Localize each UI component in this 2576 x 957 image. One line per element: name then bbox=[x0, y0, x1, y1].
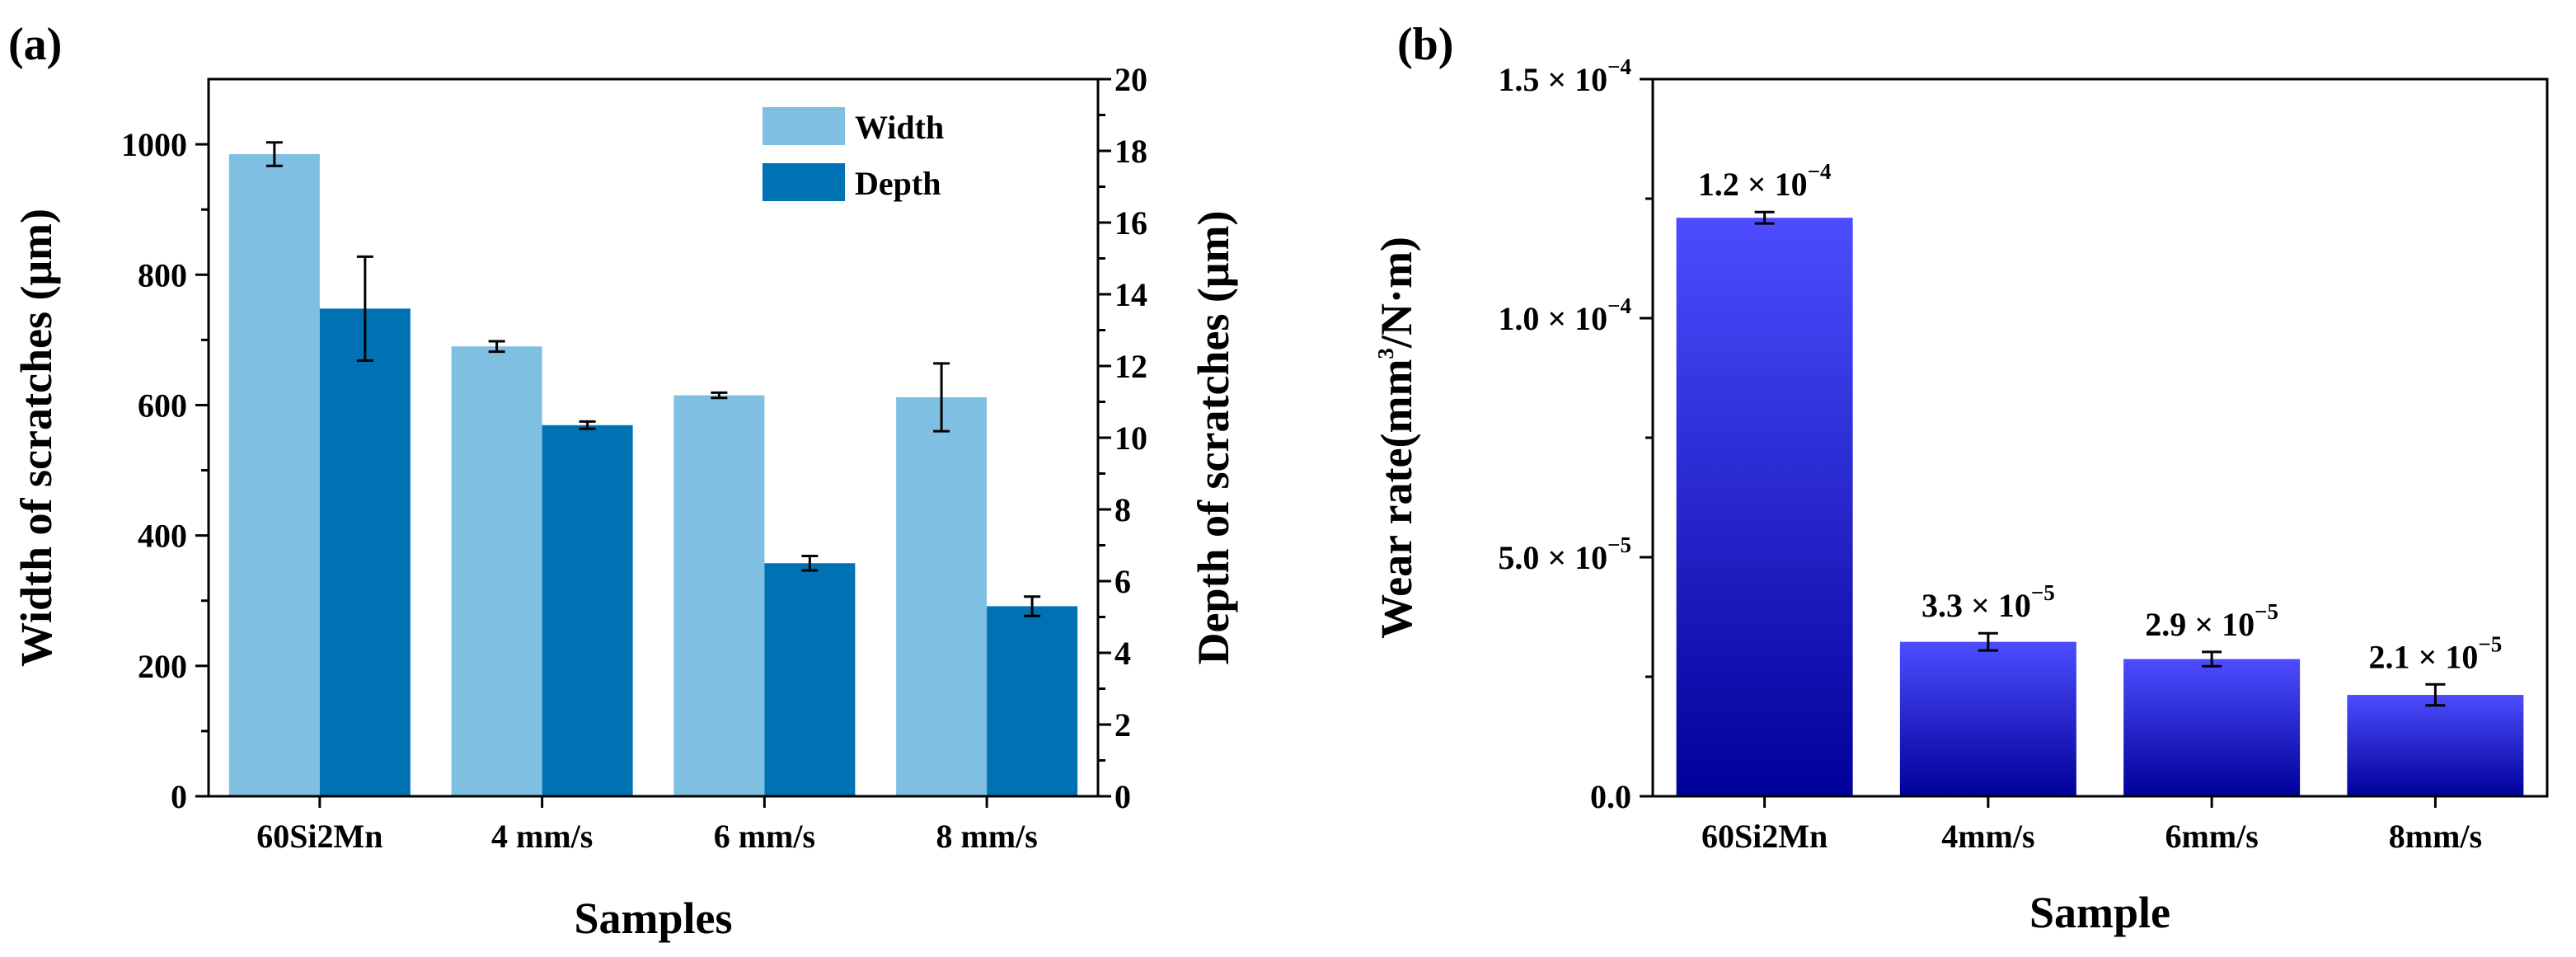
y2-tick-label: 0 bbox=[1114, 778, 1131, 815]
y-tick-label: 0 bbox=[171, 778, 187, 815]
x-tick-label: 60Si2Mn bbox=[256, 818, 382, 855]
width-bar bbox=[228, 153, 320, 797]
width-bar bbox=[451, 346, 542, 797]
depth-bar bbox=[542, 425, 633, 796]
wear-rate-bar bbox=[2347, 695, 2524, 796]
y-tick-label: 1.5 × 10−4 bbox=[1498, 54, 1631, 98]
legend-swatch-width bbox=[762, 107, 845, 145]
x-axis-title-a: Samples bbox=[574, 894, 732, 943]
depth-bar bbox=[987, 606, 1078, 796]
chart-a: (a)60Si2Mn 4 mm/s 6 mm/s 8 mm/s020040060080… bbox=[8, 19, 1238, 943]
y2-tick-label: 10 bbox=[1114, 420, 1147, 457]
y2-tick-label: 4 bbox=[1114, 635, 1131, 672]
y-axis-title-b: Wear rate(mm3/N·m) bbox=[1372, 237, 1421, 639]
wear-rate-data-label: 1.2 × 10−4 bbox=[1698, 159, 1832, 203]
y-tick-label: 800 bbox=[138, 256, 187, 293]
y2-tick-label: 16 bbox=[1114, 204, 1147, 242]
x-tick-label: 4 mm/s bbox=[491, 818, 593, 855]
x-tick-label: 6 mm/s bbox=[714, 818, 815, 855]
y-tick-label: 1.0 × 10−4 bbox=[1498, 293, 1631, 337]
legend-label-width: Width bbox=[855, 109, 944, 146]
y2-tick-label: 6 bbox=[1114, 563, 1131, 600]
y2-tick-label: 2 bbox=[1114, 706, 1131, 744]
wear-rate-data-label: 2.1 × 10−5 bbox=[2369, 631, 2503, 675]
x-tick-label: 8mm/s bbox=[2389, 818, 2482, 855]
y2-tick-label: 20 bbox=[1114, 61, 1147, 98]
x-tick-label: 6mm/s bbox=[2165, 818, 2258, 855]
width-bar bbox=[896, 396, 988, 796]
wear-rate-data-label: 2.9 × 10−5 bbox=[2145, 599, 2278, 643]
width-bar bbox=[673, 395, 765, 796]
wear-rate-bar bbox=[1899, 641, 2076, 796]
y2-axis-title-a: Depth of scratches (μm) bbox=[1189, 211, 1238, 665]
y2-tick-label: 8 bbox=[1114, 491, 1131, 528]
panel-label-a: (a) bbox=[8, 19, 62, 70]
x-axis-title-b: Sample bbox=[2029, 888, 2170, 937]
y2-tick-label: 12 bbox=[1114, 348, 1147, 385]
wear-rate-data-label: 3.3 × 10−5 bbox=[1921, 580, 2055, 624]
y2-tick-label: 18 bbox=[1114, 133, 1147, 170]
depth-bar bbox=[764, 563, 856, 796]
y-tick-label: 1000 bbox=[121, 126, 187, 163]
y-tick-label: 5.0 × 10−5 bbox=[1498, 532, 1631, 576]
x-tick-label: 60Si2Mn bbox=[1701, 818, 1828, 855]
depth-bar bbox=[319, 308, 411, 796]
wear-rate-bar bbox=[2123, 659, 2301, 796]
y-tick-label: 400 bbox=[138, 518, 187, 555]
x-tick-label: 4mm/s bbox=[1941, 818, 2034, 855]
y-tick-label: 600 bbox=[138, 387, 187, 424]
y-axis-title-a: Width of scratches (μm) bbox=[12, 209, 61, 667]
legend-label-depth: Depth bbox=[855, 165, 941, 202]
legend-swatch-depth bbox=[762, 163, 845, 201]
y2-tick-label: 14 bbox=[1114, 276, 1147, 313]
panel-label-b: (b) bbox=[1397, 19, 1453, 70]
y-tick-label: 200 bbox=[138, 648, 187, 685]
x-tick-label: 8 mm/s bbox=[936, 818, 1037, 855]
y-tick-label: 0.0 bbox=[1590, 778, 1631, 815]
wear-rate-bar bbox=[1676, 218, 1853, 796]
chart-b: (b) 1.2 × 10−4 60Si2Mn 3.3 × 10−5 4mm/s 2.9 ×… bbox=[1372, 19, 2549, 937]
